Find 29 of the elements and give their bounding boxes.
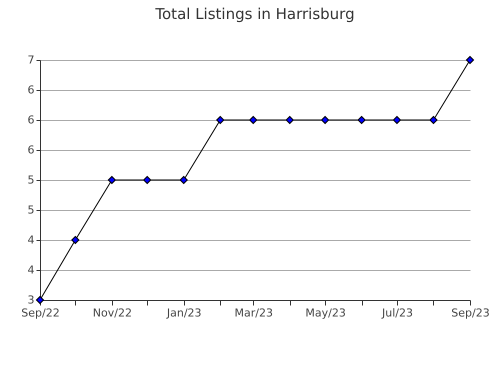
y-tick-label: 6 [28,144,34,156]
point [358,116,366,124]
point [249,116,258,124]
y-tick-label: 4 [28,264,34,276]
chart-title: Total Listings in Harrisburg [154,5,355,23]
point [180,176,188,184]
x-tick-label: Jul/23 [380,306,413,320]
y-tick-label: 4 [28,234,34,246]
point [429,116,438,124]
x-tick-label: Nov/22 [92,306,132,320]
y-tick-label: 7 [28,54,34,66]
y-tick-label: 6 [28,114,34,126]
point [466,56,474,64]
point [216,116,224,124]
point [71,236,80,244]
x-tick-label: Mar/23 [234,306,273,320]
y-tick-label: 3 [28,294,34,306]
x-tick-label: Sep/22 [21,306,60,320]
x-tick-label: Sep/23 [451,306,490,320]
y-tick-label: 5 [28,204,34,216]
y-tick-label: 6 [28,84,34,96]
point [286,116,294,124]
point [143,176,152,184]
point [108,176,116,184]
y-tick-label: 5 [28,174,34,186]
point [321,116,330,124]
point [392,116,401,124]
x-tick-label: May/23 [305,306,346,320]
x-tick-label: Jan/23 [166,306,202,320]
